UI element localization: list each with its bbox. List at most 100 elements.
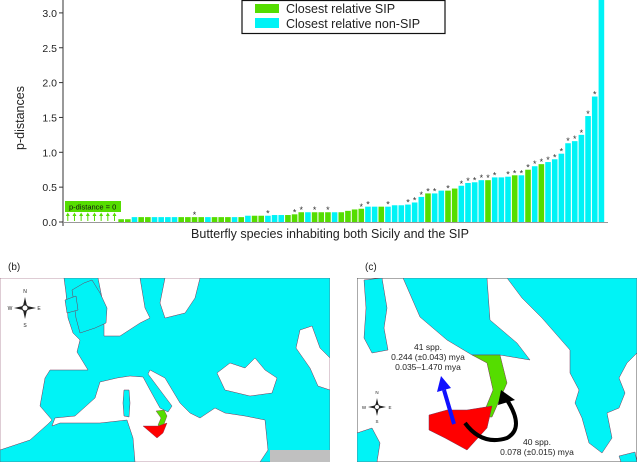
bar (431, 193, 438, 222)
compass-rose-icon (368, 398, 386, 416)
bar (218, 217, 225, 222)
bar (558, 153, 565, 222)
significance-star: * (293, 207, 297, 217)
significance-star: * (513, 168, 517, 178)
significance-star: * (493, 170, 497, 180)
bar (511, 175, 518, 222)
bar (271, 215, 278, 222)
bar (578, 134, 585, 222)
bar (245, 215, 251, 222)
bar (471, 182, 478, 222)
bar (385, 206, 391, 222)
italy-mainland (402, 278, 531, 361)
bar (185, 217, 191, 222)
bar (405, 204, 411, 222)
bar (251, 215, 258, 222)
bar (365, 206, 371, 222)
compass-e: E (388, 405, 391, 410)
bar (278, 215, 285, 222)
bar (225, 217, 231, 222)
significance-star: * (526, 163, 530, 173)
bar (298, 212, 305, 222)
significance-star: * (486, 173, 490, 183)
legend-label-non-sip: Closest relative non-SIP (286, 17, 420, 31)
bar (265, 215, 271, 222)
significance-star: * (406, 198, 410, 208)
bar (291, 214, 298, 222)
significance-star: * (473, 175, 477, 185)
southern-italy-map: N S W E (357, 278, 637, 462)
ireland (64, 295, 79, 314)
bar (371, 206, 378, 222)
bar (565, 143, 571, 222)
y-tick-label: 1.0 (42, 147, 57, 159)
zero-arrow-head (105, 212, 110, 216)
bar (505, 176, 511, 222)
legend-label-sip: Closest relative SIP (286, 2, 395, 16)
significance-star: * (560, 147, 564, 157)
bar (285, 215, 291, 222)
significance-star: * (466, 176, 470, 186)
bar (165, 217, 171, 222)
bar (478, 180, 485, 222)
crete (618, 451, 637, 462)
y-tick-label: 1.5 (42, 112, 57, 124)
significance-star: * (480, 173, 484, 183)
zero-arrow-head (92, 212, 97, 216)
significance-star: * (313, 205, 317, 215)
significance-star: * (533, 159, 537, 169)
bar (318, 212, 325, 222)
bar (438, 190, 445, 222)
bar (518, 175, 525, 222)
europe-map: N S W E (0, 278, 330, 462)
zero-arrow-head (99, 212, 104, 216)
bar (231, 217, 238, 222)
bar (571, 141, 578, 222)
significance-star: * (506, 170, 510, 180)
significance-star: * (460, 179, 464, 189)
significance-star: * (433, 186, 437, 196)
zero-annotation-box (65, 201, 121, 212)
y-axis-label: p-distances (13, 86, 27, 150)
panel-b-label: (b) (8, 262, 20, 273)
bar (311, 212, 318, 222)
significance-star: * (580, 128, 584, 138)
bar (305, 212, 311, 222)
x-axis-label: Butterfly species inhabiting both Sicily… (191, 227, 469, 241)
sardinia (122, 389, 131, 418)
corsica-sardinia (363, 278, 389, 354)
significance-star: * (520, 168, 524, 178)
zero-arrow-head (112, 212, 117, 216)
bar (178, 217, 184, 222)
bar (138, 217, 144, 222)
significance-star: * (426, 186, 430, 196)
legend-swatch-sip (255, 4, 279, 13)
zero-arrow-head (72, 212, 77, 216)
bar (191, 217, 198, 222)
bar (458, 185, 465, 222)
significance-star: * (566, 136, 570, 146)
bar (151, 217, 158, 222)
bar (158, 217, 164, 222)
bar (131, 217, 138, 222)
bar (345, 210, 351, 222)
y-ticks: 0.0 0.5 1.0 1.5 2.0 2.5 3.0 (42, 8, 63, 229)
no-data-region (270, 450, 330, 462)
significance-star: * (573, 134, 577, 144)
balkans (506, 278, 637, 454)
significance-star: * (546, 155, 550, 165)
sicily-to-sip-arrow (463, 390, 518, 443)
bar (491, 177, 498, 222)
northward-range: 0.035–1.470 mya (395, 362, 461, 372)
caspian-sea (295, 325, 330, 391)
bar (525, 169, 531, 222)
bar (325, 212, 331, 222)
bar (398, 205, 405, 222)
sicily-region (142, 422, 168, 439)
bar (485, 180, 491, 222)
significance-star: * (326, 205, 330, 215)
compass-n: N (375, 390, 378, 395)
legend: Closest relative SIP Closest relative no… (241, 0, 446, 35)
significance-star: * (420, 190, 424, 200)
